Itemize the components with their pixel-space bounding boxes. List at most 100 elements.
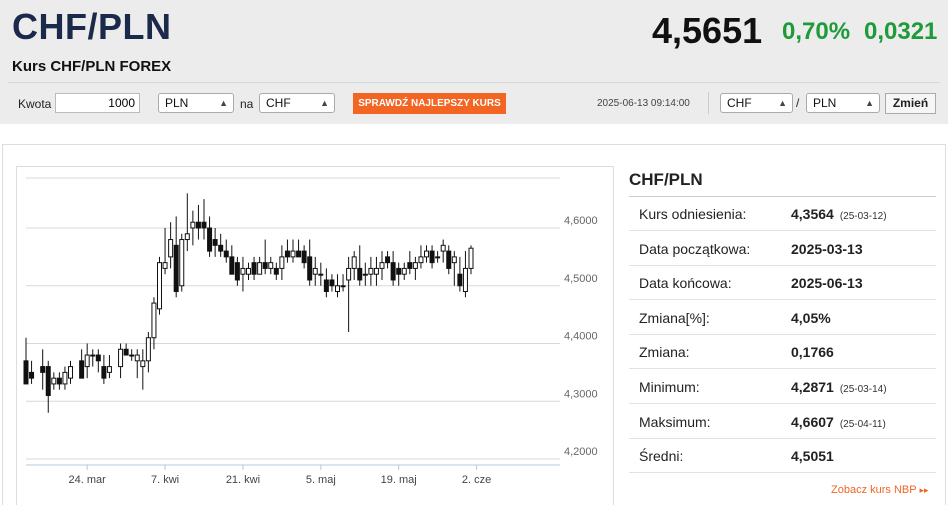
page-title: CHF/PLN: [12, 6, 172, 47]
candle-body-down: [173, 244, 179, 293]
candle-body-up: [129, 354, 135, 357]
stat-row: Maksimum: 4,6607 (25-04-11): [629, 405, 936, 439]
candle: [145, 331, 151, 373]
candle-body-down: [234, 262, 240, 281]
candle: [207, 216, 213, 257]
candle: [157, 256, 162, 315]
quote-currency-value: PLN: [813, 96, 837, 110]
stat-row: Zmiana: 0,1766: [629, 335, 936, 370]
candle: [390, 251, 396, 286]
stat-date: (25-03-14): [839, 384, 887, 395]
content-panel: [2, 144, 946, 505]
candle-body-up: [145, 337, 151, 362]
candle-body-down: [101, 366, 107, 379]
candle-body-down: [218, 244, 224, 252]
updown-arrows-icon: ▲: [778, 98, 787, 108]
nbp-link-label: Zobacz kurs NBP: [831, 484, 917, 496]
to-currency-select[interactable]: CHF ▲: [259, 93, 335, 113]
candle: [162, 228, 168, 275]
candle-body-down: [385, 256, 391, 264]
candle: [323, 268, 329, 298]
candle-body-down: [407, 262, 413, 269]
candle: [123, 343, 129, 356]
stat-value: 0,1766: [791, 344, 834, 360]
quote-header: CHF/PLN Kurs CHF/PLN FOREX 4,5651 0,70% …: [0, 0, 948, 124]
candle: [140, 349, 146, 390]
candle-body-down: [396, 267, 402, 275]
y-tick-label: 4,4000: [564, 331, 598, 343]
candle: [357, 245, 363, 286]
candle-body-up: [468, 247, 474, 269]
candle: [218, 233, 224, 257]
quote-currency-select[interactable]: PLN ▲: [806, 93, 880, 113]
candle-body-up: [346, 267, 352, 281]
candle: [257, 256, 263, 275]
candle: [246, 262, 251, 280]
candle: [273, 262, 279, 280]
change-percent: 0,70%: [782, 18, 851, 45]
candle: [29, 360, 35, 384]
stat-value: 4,6607 (25-04-11): [791, 414, 886, 430]
candle-body-down: [223, 250, 229, 258]
candle-body-up: [140, 360, 146, 368]
candle-body-up: [90, 354, 96, 357]
best-rate-button[interactable]: SPRAWDŹ NAJLEPSZY KURS: [353, 93, 506, 114]
candle: [290, 239, 296, 263]
stats-title: CHF/PLN: [629, 170, 703, 189]
candle-body-down: [390, 262, 396, 281]
candle-body-down: [273, 267, 279, 275]
candle: [212, 228, 218, 257]
candle-body-down: [229, 256, 235, 275]
candle-body-up: [424, 250, 429, 258]
candle-body-down: [262, 262, 268, 269]
candle: [368, 256, 374, 286]
amount-input[interactable]: [55, 93, 140, 113]
quote-datetime: 2025-06-13 09:14:00: [597, 98, 690, 109]
candle: [68, 360, 73, 384]
stat-row: Kurs odniesienia: 4,3564 (25-03-12): [629, 197, 936, 231]
from-currency-select[interactable]: PLN ▲: [158, 93, 234, 113]
base-currency-select[interactable]: CHF ▲: [720, 93, 793, 113]
candle-body-up: [401, 267, 407, 275]
candle-body-up: [240, 267, 246, 275]
candle-body-up: [368, 267, 374, 275]
candle: [190, 210, 196, 246]
stat-label: Maksimum:: [639, 413, 711, 430]
stat-number: 4,6607: [791, 413, 834, 430]
candle: [335, 274, 340, 298]
candle: [118, 343, 124, 379]
change-pair-button[interactable]: Zmień: [885, 93, 936, 114]
candle: [468, 245, 474, 275]
candle-body-down: [323, 279, 329, 293]
stat-value: 2025-06-13: [791, 275, 863, 291]
candle: [262, 239, 268, 275]
header-divider: [8, 82, 940, 83]
current-rate: 4,5651: [652, 10, 763, 51]
candle-body-down: [45, 366, 51, 396]
candle-body-down: [284, 250, 290, 258]
candle: [457, 256, 463, 292]
pair-separator: /: [796, 96, 800, 110]
candle-body-up: [279, 256, 285, 269]
candle-body-up: [179, 239, 185, 287]
candle: [418, 245, 424, 269]
x-axis-ticks: 24. mar 7. kwi 21. kwi 5. maj 19. maj 2. cze: [69, 465, 491, 486]
candle: [346, 256, 352, 332]
candlestick-chart[interactable]: 4,6000 4,5000 4,4000 4,3000 4,2000 24. mar 7.…: [16, 166, 614, 505]
candle: [45, 360, 51, 413]
candle: [101, 355, 107, 384]
chart-frame: [16, 166, 614, 505]
candle-body-up: [462, 267, 468, 293]
candle: [129, 349, 135, 361]
candle: [307, 239, 313, 286]
candle: [401, 262, 407, 280]
candle-body-down: [307, 256, 313, 281]
candle: [318, 262, 324, 286]
toolbar-divider: [708, 92, 709, 114]
candle-body-up: [184, 233, 190, 241]
nbp-rate-link[interactable]: Zobacz kurs NBP ▸▸: [831, 484, 929, 496]
candle: [440, 239, 446, 263]
candle-body-up: [62, 371, 68, 385]
candle: [184, 193, 190, 252]
stat-row: Średni: 4,5051: [629, 439, 936, 474]
